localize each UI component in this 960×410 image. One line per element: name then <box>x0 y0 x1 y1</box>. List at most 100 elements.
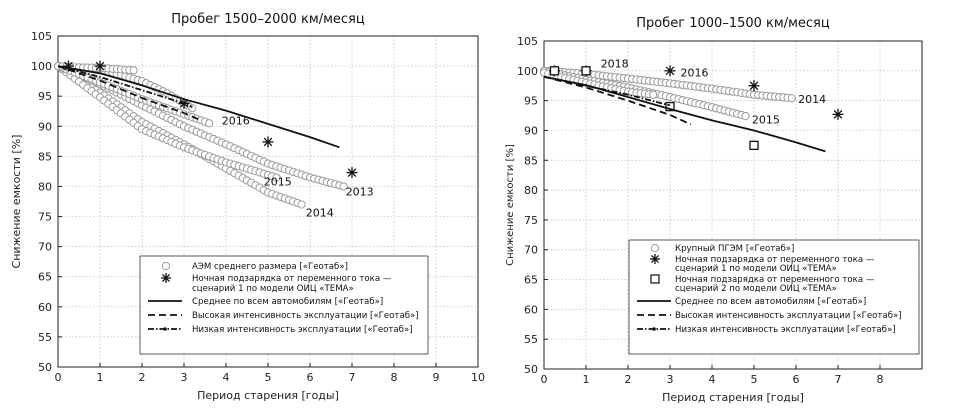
legend-marker-square <box>650 274 660 284</box>
y-tick-label: 85 <box>524 154 538 167</box>
year-annotation: 2016 <box>222 114 250 127</box>
legend-label: Крупный ПГЭМ [«Геотаб»] <box>675 244 794 254</box>
x-tick-label: 7 <box>835 373 842 386</box>
x-tick-label: 8 <box>391 371 398 384</box>
x-tick-label: 9 <box>433 371 440 384</box>
chart-title: Пробег 1000–1500 км/месяц <box>636 16 830 31</box>
x-tick-label: 4 <box>223 371 230 384</box>
x-axis-label: Период старения [годы] <box>197 389 339 402</box>
chart-title: Пробег 1500–2000 км/месяц <box>171 12 365 27</box>
series-line-high-intensity <box>543 75 692 126</box>
data-point-star <box>346 167 358 179</box>
y-tick-label: 60 <box>38 301 52 314</box>
year-annotation: 2014 <box>306 206 334 219</box>
y-tick-label: 75 <box>524 214 538 227</box>
data-point-star-stroke <box>665 66 675 76</box>
data-point-star <box>664 65 676 77</box>
data-point-circle <box>188 104 197 113</box>
y-tick-label: 100 <box>517 65 538 78</box>
year-annotation: 2015 <box>264 176 292 189</box>
y-tick-label: 80 <box>524 184 538 197</box>
year-annotation: 2014 <box>798 93 826 106</box>
y-axis-label: Снижение емкости [%] <box>10 135 23 269</box>
legend-label: АЭМ среднего размера [«Геотаб»] <box>192 262 348 272</box>
data-point-circle <box>272 173 281 182</box>
legend-marker-dot <box>652 327 656 331</box>
legend-label: сценарий 2 по модели ОИЦ «ТЕМА» <box>675 284 837 294</box>
data-point-square <box>549 66 560 76</box>
data-point-star-stroke <box>833 110 843 119</box>
legend-label: Среднее по всем автомобилям [«Геотаб»] <box>192 297 383 307</box>
x-tick-label: 6 <box>793 373 800 386</box>
legend-label: Высокая интенсивность эксплуатации [«Гео… <box>192 311 419 321</box>
x-tick-label: 2 <box>139 371 146 384</box>
legend-marker-star <box>161 273 171 283</box>
data-point-square <box>749 140 759 151</box>
year-annotation: 2013 <box>346 185 374 198</box>
series-line-low-intensity <box>543 75 671 107</box>
x-tick-label: 8 <box>877 373 884 386</box>
y-tick-label: 55 <box>524 333 538 346</box>
data-point-circle <box>129 66 138 75</box>
x-tick-label: 2 <box>625 373 632 386</box>
x-tick-label: 7 <box>349 371 356 384</box>
legend-label: Высокая интенсивность эксплуатации [«Гео… <box>675 311 902 321</box>
year-annotation: 2015 <box>752 114 780 127</box>
y-tick-label: 55 <box>38 331 52 344</box>
data-point-circle <box>741 112 750 121</box>
x-tick-label: 0 <box>55 371 62 384</box>
legend: Крупный ПГЭМ [«Геотаб»] Ночная подзарядка… <box>628 239 920 355</box>
x-tick-label: 3 <box>667 373 674 386</box>
x-tick-label: 5 <box>265 371 272 384</box>
x-tick-label: 1 <box>97 371 104 384</box>
legend-marker-star <box>650 254 660 264</box>
data-point-circle <box>205 119 214 128</box>
year-annotation: 2018 <box>601 58 629 71</box>
data-point-circle <box>297 200 306 209</box>
x-tick-label: 4 <box>709 373 716 386</box>
x-tick-label: 3 <box>181 371 188 384</box>
y-tick-label: 90 <box>38 120 52 133</box>
data-point-star-stroke <box>347 168 357 177</box>
series-line-average <box>57 65 340 149</box>
data-point-star <box>748 80 760 92</box>
x-tick-label: 6 <box>307 371 314 384</box>
legend-label: Низкая интенсивность эксплуатации [«Геот… <box>675 325 896 335</box>
y-tick-label: 65 <box>38 271 52 284</box>
y-tick-label: 70 <box>524 244 538 257</box>
y-tick-label: 105 <box>31 30 52 43</box>
y-tick-label: 95 <box>524 95 538 108</box>
data-point-square <box>581 66 591 76</box>
x-tick-label: 1 <box>583 373 590 386</box>
legend-marker-circle <box>650 243 660 253</box>
legend-label: Ночная подзарядка от переменного тока — <box>192 274 392 284</box>
year-annotation: 2016 <box>681 67 709 80</box>
y-tick-label: 95 <box>38 90 52 103</box>
data-point-circle <box>787 94 796 103</box>
y-tick-label: 50 <box>38 361 52 374</box>
y-tick-label: 65 <box>524 274 538 287</box>
y-tick-label: 85 <box>38 150 52 163</box>
legend-label: сценарий 1 по модели ОИЦ «ТЕМА» <box>192 284 354 294</box>
legend-marker-dot <box>163 327 167 331</box>
y-axis-label: Снижение емкости [%] <box>505 144 516 266</box>
y-tick-label: 70 <box>38 241 52 254</box>
legend-label: Среднее по всем автомобилям [«Геотаб»] <box>675 297 866 307</box>
y-tick-label: 80 <box>38 180 52 193</box>
legend-marker-circle <box>161 261 171 271</box>
legend-box <box>628 239 920 355</box>
legend-label: сценарий 1 по модели ОИЦ «ТЕМА» <box>675 264 837 274</box>
legend-label: Ночная подзарядка от переменного тока — <box>675 275 875 285</box>
data-point-star-stroke <box>749 81 759 91</box>
legend-label: Низкая интенсивность эксплуатации [«Геот… <box>192 325 413 335</box>
data-point-circle <box>649 90 658 99</box>
y-tick-label: 105 <box>517 35 538 48</box>
legend: АЭМ среднего размера [«Геотаб»] Ночная по… <box>139 255 429 355</box>
x-tick-label: 5 <box>751 373 758 386</box>
data-point-star <box>94 60 106 72</box>
x-tick-label: 10 <box>471 371 485 384</box>
x-axis-label: Период старения [годы] <box>662 391 804 404</box>
legend-marker-star-stroke <box>651 255 659 263</box>
y-tick-label: 50 <box>524 363 538 376</box>
